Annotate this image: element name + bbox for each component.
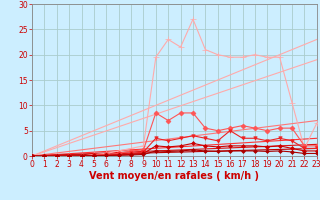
X-axis label: Vent moyen/en rafales ( km/h ): Vent moyen/en rafales ( km/h ): [89, 171, 260, 181]
